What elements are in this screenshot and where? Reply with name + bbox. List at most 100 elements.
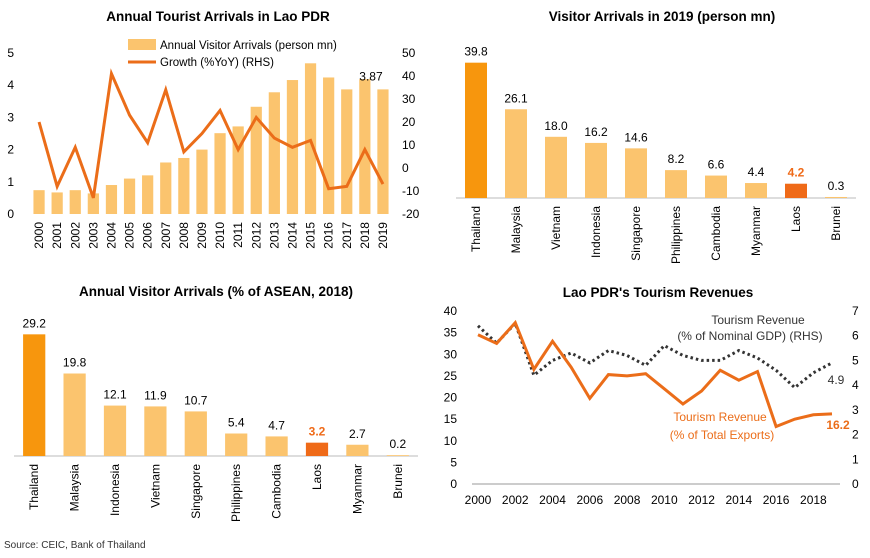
chart1-x-tick: 2008 — [177, 222, 191, 249]
chart3-x-tick: Laos — [310, 464, 324, 490]
chart1-x-tick: 2002 — [68, 222, 82, 249]
chart2-x-tick: Vietnam — [549, 206, 563, 250]
chart1-bar — [142, 175, 154, 214]
chart3-bar — [305, 442, 329, 456]
chart4-left-tick: 35 — [444, 326, 458, 340]
chart1-bar — [123, 178, 136, 214]
chart1-x-tick: 2017 — [340, 222, 354, 249]
chart2-x-tick: Cambodia — [709, 206, 723, 261]
chart4-left-tick: 40 — [444, 304, 458, 318]
chart1-x-tick: 2006 — [141, 222, 155, 249]
chart3-value-label: 19.8 — [63, 356, 87, 370]
chart3-x-tick: Malaysia — [68, 464, 82, 512]
chart3-x-tick: Vietnam — [148, 464, 162, 508]
chart4-x-tick: 2016 — [763, 493, 790, 507]
chart3-value-label: 10.7 — [184, 393, 208, 407]
chart1-left-tick: 1 — [7, 175, 14, 189]
chart3-x-tick: Brunei — [391, 464, 405, 499]
chart4-x-tick: 2006 — [576, 493, 603, 507]
chart4-right-tick: 4 — [852, 378, 859, 392]
chart2-value-label: 16.2 — [584, 125, 608, 139]
chart2-value-label: 8.2 — [668, 152, 685, 166]
chart1-bar — [304, 63, 317, 214]
chart1-right-tick: -10 — [402, 184, 420, 198]
chart1-bar — [178, 157, 190, 214]
chart4-exports-end-label: 16.2 — [826, 418, 850, 432]
chart3-bar — [346, 444, 369, 456]
chart4-x-tick: 2010 — [651, 493, 678, 507]
chart1-left-tick: 3 — [7, 110, 14, 124]
chart3-bar — [184, 411, 207, 456]
chart3-bar — [225, 433, 248, 456]
chart1-left-tick: 0 — [7, 207, 14, 221]
chart4-x-tick: 2014 — [725, 493, 752, 507]
chart1-x-tick: 2000 — [32, 222, 46, 249]
chart1-x-tick: 2014 — [285, 222, 299, 249]
chart3-title: Annual Visitor Arrivals (% of ASEAN, 201… — [79, 284, 353, 299]
chart1-x-tick: 2010 — [213, 222, 227, 249]
chart1-right-tick: 40 — [402, 69, 416, 83]
chart4-gdp-series-name-2: (% of Nominal GDP) (RHS) — [677, 329, 822, 343]
chart2-x-tick: Laos — [789, 206, 803, 232]
chart1-left-tick: 4 — [7, 78, 14, 92]
chart1-bar — [377, 89, 389, 214]
chart1-bar — [232, 126, 244, 214]
chart1-bar — [196, 149, 208, 214]
chart1-right-tick: 50 — [402, 46, 416, 60]
chart3-x-tick: Philippines — [229, 464, 243, 522]
chart2-bar — [545, 136, 567, 198]
chart3-value-label: 11.9 — [144, 388, 167, 402]
chart4-x-tick: 2004 — [539, 493, 566, 507]
chart2-value-label: 26.1 — [504, 91, 528, 105]
chart4-title: Lao PDR's Tourism Revenues — [563, 285, 754, 300]
chart1-title: Annual Tourist Arrivals in Lao PDR — [106, 9, 330, 24]
chart3-value-label: 4.7 — [268, 418, 285, 432]
chart4-x-tick: 2018 — [800, 493, 827, 507]
chart4-gdp-line — [476, 320, 833, 390]
chart1-x-tick: 2003 — [86, 222, 100, 249]
chart1-bar — [323, 77, 335, 214]
chart1-x-tick: 2004 — [104, 222, 118, 249]
chart3-bar — [144, 406, 167, 456]
chart4-left-tick: 15 — [444, 412, 458, 426]
chart4-x-tick: 2002 — [502, 493, 529, 507]
chart1-x-tick: 2012 — [249, 222, 263, 249]
chart1-end-label: 3.87 — [359, 69, 383, 83]
chart2-value-label: 4.2 — [788, 166, 805, 180]
chart1-bar — [250, 106, 262, 214]
chart1-bar — [51, 192, 63, 214]
chart1-bar — [214, 133, 226, 214]
chart1-x-tick: 2001 — [50, 222, 64, 249]
chart3-bar — [103, 405, 127, 456]
chart4-x-tick: 2008 — [614, 493, 641, 507]
chart2-x-tick: Myanmar — [749, 206, 763, 256]
chart1-legend-swatch-bar — [128, 39, 156, 50]
chart1-x-tick: 2011 — [231, 222, 245, 248]
chart1-left-tick: 2 — [7, 143, 14, 157]
chart1-right-tick: 20 — [402, 115, 416, 129]
chart2-bar — [585, 142, 607, 198]
chart2-bar — [705, 175, 727, 198]
chart3-x-tick: Cambodia — [270, 464, 284, 519]
chart3-bar — [63, 373, 86, 456]
chart1-x-tick: 2007 — [159, 222, 173, 249]
chart4-right-tick: 6 — [852, 329, 859, 343]
chart2-value-label: 14.6 — [624, 130, 648, 144]
chart3-bar — [386, 455, 409, 456]
chart1-x-tick: 2015 — [304, 222, 318, 249]
chart4-exports-series-name-1: Tourism Revenue — [673, 410, 767, 424]
chart3-bar — [23, 334, 46, 456]
chart1-bar — [87, 193, 99, 214]
chart4-left-tick: 10 — [444, 434, 458, 448]
chart4-left-tick: 5 — [450, 455, 457, 469]
chart1-right-tick: 10 — [402, 138, 416, 152]
chart2-bar — [745, 183, 767, 198]
chart1-legend-line: Growth (%YoY) (RHS) — [160, 57, 274, 69]
chart4-x-tick: 2012 — [688, 493, 715, 507]
chart1-growth-line — [37, 68, 385, 199]
chart3-x-tick: Myanmar — [350, 464, 364, 514]
source-note: Source: CEIC, Bank of Thailand — [4, 540, 146, 551]
chart1-x-tick: 2016 — [322, 222, 336, 249]
chart1-right-tick: 30 — [402, 92, 416, 106]
